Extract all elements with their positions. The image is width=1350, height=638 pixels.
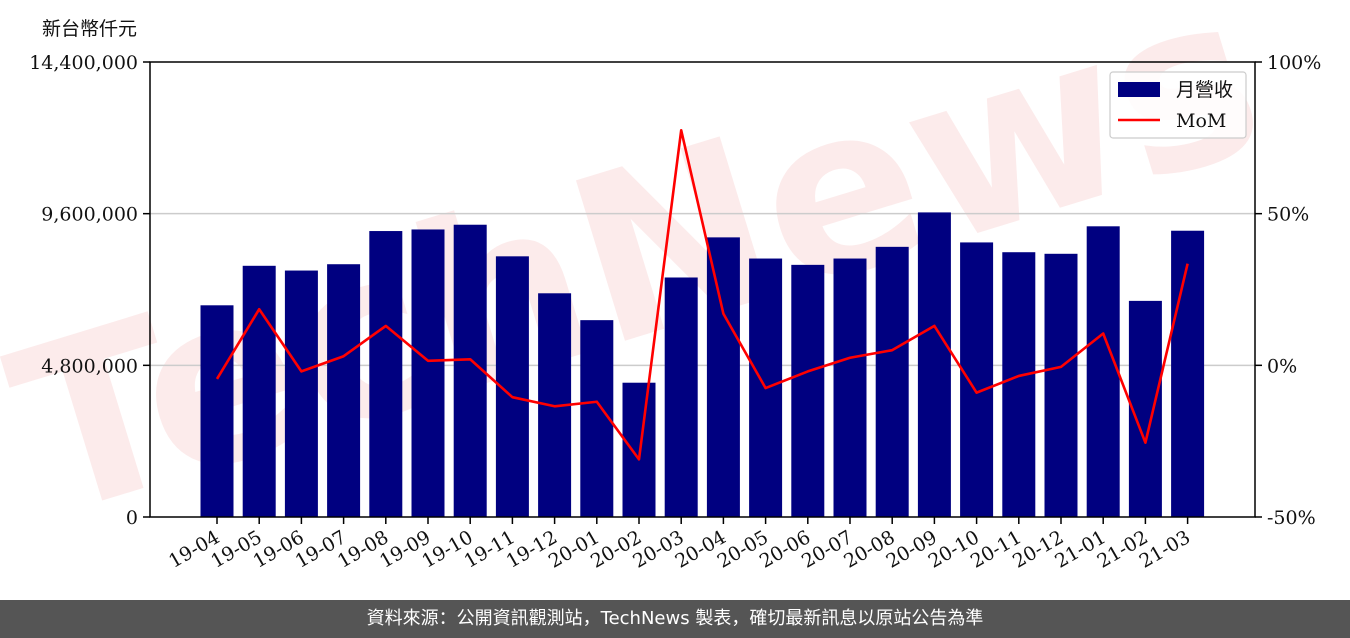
bar-21-01 bbox=[1086, 226, 1120, 518]
left-axis-unit-label: 新台幣仟元 bbox=[42, 18, 138, 40]
chart-area: 新台幣仟元 TechNews 0 4,800,000 9,600,000 14,400,… bbox=[0, 0, 1321, 573]
bar-19-08 bbox=[369, 231, 403, 517]
bar-20-03 bbox=[664, 277, 698, 517]
bar-21-03 bbox=[1171, 230, 1205, 517]
legend-swatch-bar bbox=[1118, 82, 1160, 97]
bar-20-11 bbox=[1002, 252, 1036, 517]
bar-19-09 bbox=[411, 229, 445, 517]
bar-20-10 bbox=[960, 242, 994, 517]
bar-20-06 bbox=[791, 264, 825, 517]
bar-19-07 bbox=[327, 264, 361, 517]
bar-21-02 bbox=[1128, 300, 1162, 517]
left-tick-label: 0 bbox=[126, 507, 138, 529]
bar-19-06 bbox=[284, 270, 318, 517]
plot-frame bbox=[149, 61, 1256, 518]
left-tick-label: 4,800,000 bbox=[41, 355, 138, 377]
bar-20-09 bbox=[917, 212, 951, 517]
bar-20-08 bbox=[875, 246, 909, 517]
right-tick-label: 0% bbox=[1267, 355, 1297, 377]
bar-19-04 bbox=[200, 305, 234, 517]
bar-20-12 bbox=[1044, 253, 1078, 517]
bar-20-07 bbox=[833, 258, 867, 517]
right-tick-label: -50% bbox=[1267, 507, 1316, 529]
right-tick-label: 100% bbox=[1267, 52, 1321, 74]
bar-19-05 bbox=[242, 265, 276, 517]
right-tick-label: 50% bbox=[1267, 204, 1309, 226]
left-tick-label: 9,600,000 bbox=[41, 204, 138, 226]
left-tick-label: 14,400,000 bbox=[29, 52, 138, 74]
mom-line bbox=[215, 128, 1189, 461]
legend-label-mom: MoM bbox=[1176, 110, 1226, 132]
bar-20-04 bbox=[706, 237, 740, 518]
legend-label-revenue: 月營收 bbox=[1176, 79, 1233, 101]
source-footer: 資料來源：公開資訊觀測站，TechNews 製表，確切最新訊息以原站公告為準 bbox=[0, 600, 1350, 638]
revenue-chart: TechNews04,800,0009,600,00014,400,000-50… bbox=[0, 0, 1321, 573]
